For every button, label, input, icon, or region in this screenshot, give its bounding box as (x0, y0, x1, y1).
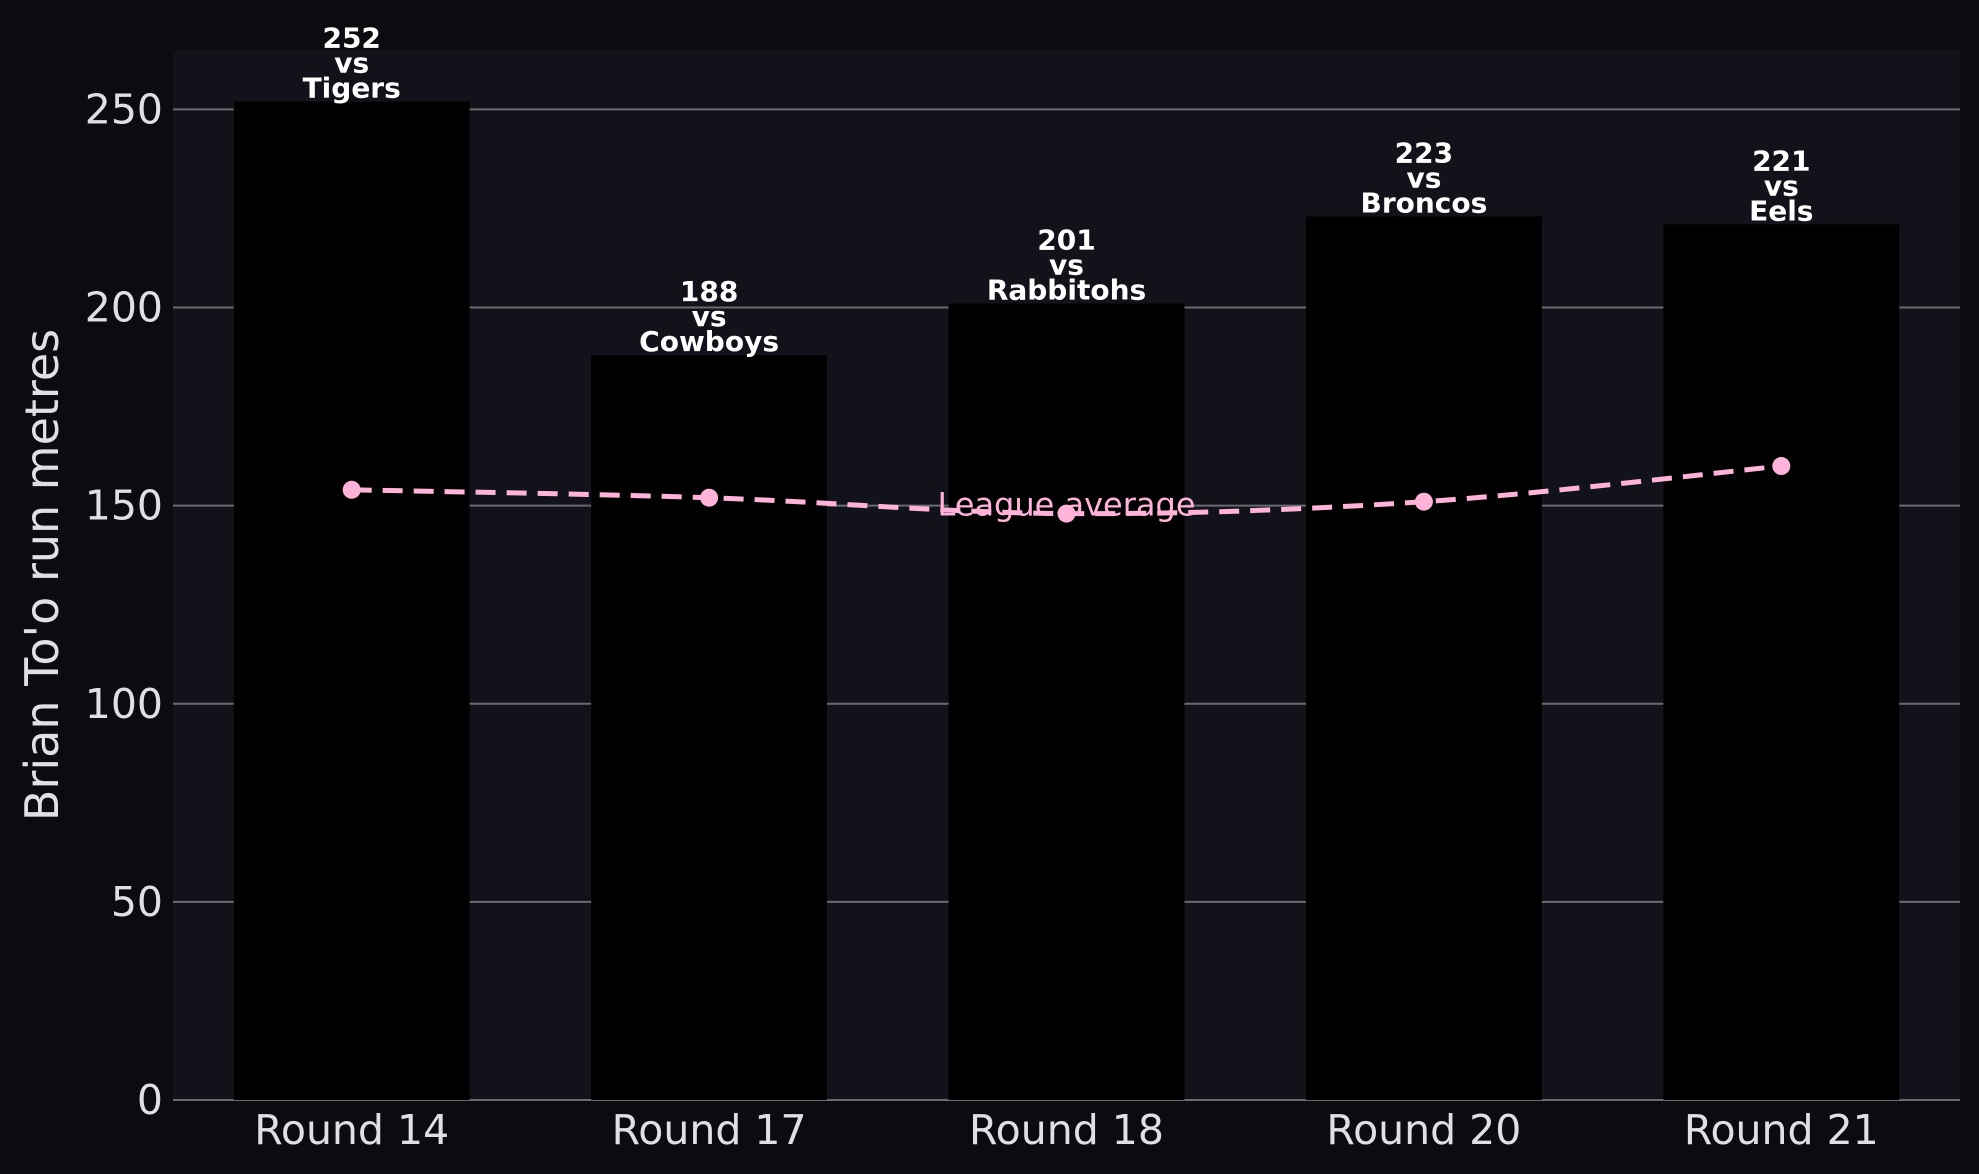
bar (1663, 224, 1900, 1101)
y-tick-label: 150 (85, 482, 163, 530)
bar (233, 101, 470, 1100)
x-tick-label: Round 21 (1684, 1106, 1879, 1154)
x-tick-label: Round 17 (612, 1106, 807, 1154)
average-line-layer (342, 457, 1791, 523)
bar-data-label: Eels (1749, 194, 1813, 227)
average-point (1414, 492, 1433, 511)
y-axis-ticks: 0 50 100 150 200 250 (85, 85, 163, 1124)
bars (233, 101, 1900, 1101)
average-point (700, 488, 719, 507)
bar-data-label: 252 (322, 22, 380, 55)
average-point (1772, 457, 1791, 476)
bar-data-label: Broncos (1360, 186, 1487, 219)
y-tick-label: 250 (85, 85, 163, 133)
bar-data-label: Cowboys (639, 325, 779, 358)
bar (1305, 216, 1542, 1100)
bar-data-label: vs (1049, 249, 1084, 282)
bar-data-label: Rabbitohs (987, 274, 1146, 307)
y-tick-label: 0 (137, 1076, 163, 1124)
bar-data-label: vs (334, 47, 369, 80)
average-point (342, 480, 361, 499)
bar-data-label: vs (692, 300, 727, 333)
bar-data-label: vs (1406, 161, 1441, 194)
bar-data-label: 201 (1037, 224, 1095, 257)
bar-data-label: 221 (1752, 144, 1810, 177)
bar-data-label: vs (1764, 169, 1799, 202)
bar-data-label: Tigers (303, 72, 401, 105)
x-axis-ticks: Round 14 Round 17 Round 18 Round 20 Round 21 (254, 1106, 1879, 1154)
x-tick-label: Round 20 (1326, 1106, 1521, 1154)
x-tick-label: Round 14 (254, 1106, 449, 1154)
bar-labels: 252vsTigers188vsCowboys201vsRabbitohs223… (303, 22, 1814, 359)
y-tick-label: 200 (85, 284, 163, 332)
y-tick-label: 100 (85, 680, 163, 728)
bar (591, 355, 828, 1100)
bar (948, 303, 1185, 1100)
x-tick-label: Round 18 (969, 1106, 1164, 1154)
y-axis-title: Brian To'o run metres (15, 329, 69, 821)
bar-data-label: 188 (680, 275, 738, 308)
average-line-label: League average (937, 486, 1195, 524)
bar-data-label: 223 (1395, 136, 1453, 169)
average-point (1057, 504, 1076, 523)
y-tick-label: 50 (111, 878, 163, 926)
